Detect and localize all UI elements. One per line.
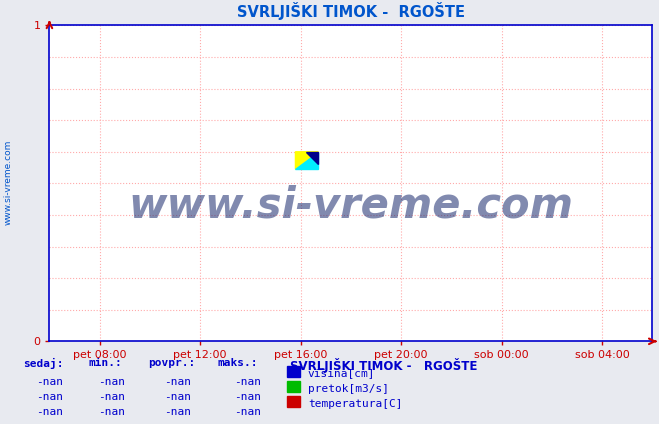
Text: -nan: -nan: [234, 392, 260, 402]
Text: -nan: -nan: [234, 377, 260, 388]
Text: -nan: -nan: [36, 377, 63, 388]
Text: SVRLJIŠKI TIMOK -   RGOŠTE: SVRLJIŠKI TIMOK - RGOŠTE: [290, 358, 477, 373]
Polygon shape: [295, 152, 318, 169]
Text: pretok[m3/s]: pretok[m3/s]: [308, 384, 389, 394]
Text: -nan: -nan: [99, 392, 125, 402]
Text: temperatura[C]: temperatura[C]: [308, 399, 402, 409]
Text: -nan: -nan: [99, 377, 125, 388]
Text: višina[cm]: višina[cm]: [308, 369, 375, 379]
Text: -nan: -nan: [234, 407, 260, 417]
Polygon shape: [295, 152, 318, 169]
Text: povpr.:: povpr.:: [148, 358, 196, 368]
Text: -nan: -nan: [36, 407, 63, 417]
Text: www.si-vreme.com: www.si-vreme.com: [3, 139, 13, 225]
Text: -nan: -nan: [165, 407, 191, 417]
Text: -nan: -nan: [165, 392, 191, 402]
Text: -nan: -nan: [99, 407, 125, 417]
Text: sedaj:: sedaj:: [23, 358, 63, 369]
Polygon shape: [306, 152, 318, 164]
Text: www.si-vreme.com: www.si-vreme.com: [129, 184, 573, 226]
Text: maks.:: maks.:: [217, 358, 258, 368]
Title: SVRLJIŠKI TIMOK -  RGOŠTE: SVRLJIŠKI TIMOK - RGOŠTE: [237, 2, 465, 20]
Text: -nan: -nan: [165, 377, 191, 388]
Text: -nan: -nan: [36, 392, 63, 402]
Text: min.:: min.:: [89, 358, 123, 368]
